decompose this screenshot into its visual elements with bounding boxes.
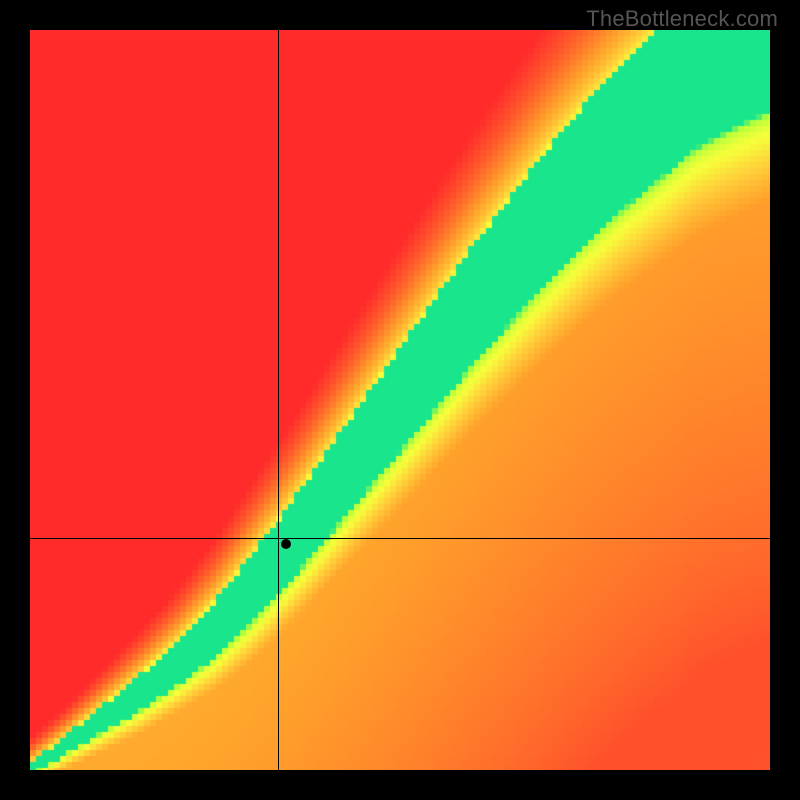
- heatmap-canvas: [30, 30, 770, 770]
- crosshair-horizontal: [30, 538, 770, 539]
- heatmap-plot: [30, 30, 770, 770]
- bottleneck-marker-dot: [281, 539, 291, 549]
- crosshair-vertical: [278, 30, 279, 770]
- watermark-text: TheBottleneck.com: [586, 6, 778, 32]
